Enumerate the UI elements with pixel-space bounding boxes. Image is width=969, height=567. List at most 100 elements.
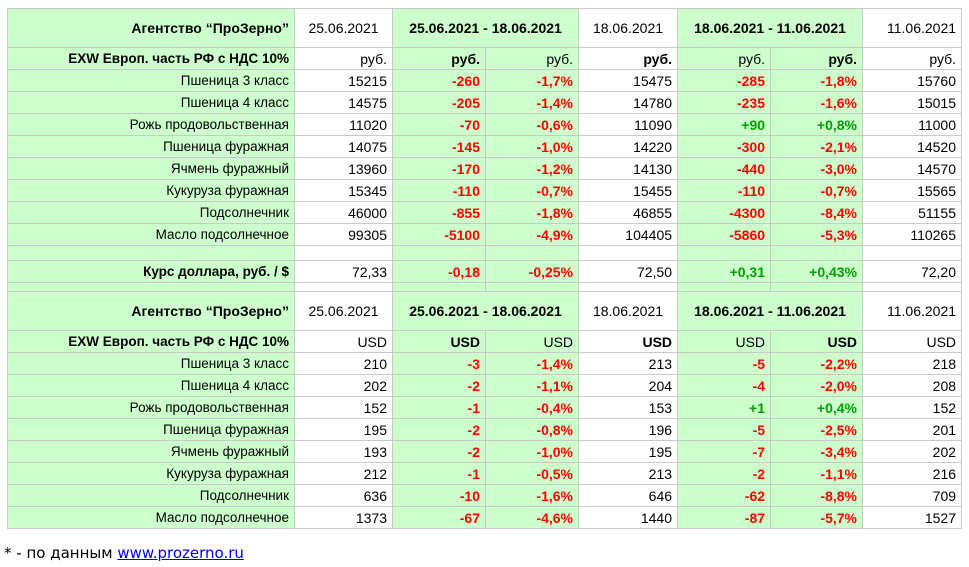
- change-pct: -2,1%: [770, 135, 864, 158]
- change-pct: -2,5%: [770, 418, 864, 441]
- product-name: Кукуруза фуражная: [7, 179, 295, 202]
- spacer-cell: [578, 245, 679, 261]
- price-value: 216: [862, 462, 963, 485]
- change-pct: -3,4%: [770, 440, 864, 463]
- table-row: Пшеница фуражная 195 -2 -0,8% 196 -5 -2,5% 201: [7, 418, 963, 441]
- change-pct: -2,2%: [770, 352, 864, 375]
- price-value: 202: [862, 440, 963, 463]
- change-pct: -1,7%: [484, 69, 580, 92]
- price-value: 15565: [862, 179, 963, 202]
- price-value: 208: [862, 374, 963, 397]
- change-pct: -1,0%: [484, 440, 580, 463]
- date-header: 25.06.2021: [294, 291, 393, 331]
- change-abs: +90: [677, 113, 772, 136]
- table-row: Пшеница фуражная 14075 -145 -1,0% 14220 -300-…: [7, 135, 963, 158]
- change-abs: -855: [392, 201, 486, 224]
- spacer-cell: [484, 282, 580, 292]
- change-abs: -2: [677, 462, 772, 485]
- product-name: Кукуруза фуражная: [7, 462, 295, 485]
- spacer-cell: [7, 282, 295, 292]
- price-value: 14780: [578, 91, 679, 114]
- spacer-cell: [294, 282, 393, 292]
- period-header: 18.06.2021 - 11.06.2021: [677, 8, 864, 48]
- change-abs: -5100: [392, 223, 486, 246]
- fx-value: 72,33: [294, 260, 393, 283]
- change-pct: -0,25%: [484, 260, 580, 283]
- spacer-row: [7, 245, 963, 261]
- table-row: Пшеница 4 класс 14575 -205 -1,4% 14780 -235 -1…: [7, 91, 963, 114]
- change-pct: -1,1%: [770, 462, 864, 485]
- price-value: 213: [578, 462, 679, 485]
- fx-row: Курс доллара, руб. / $72,33 -0,18 -0,25% 72…: [7, 260, 963, 283]
- change-abs: -260: [392, 69, 486, 92]
- price-value: 14075: [294, 135, 393, 158]
- spacer-cell: [392, 282, 486, 292]
- product-name: Пшеница 3 класс: [7, 352, 295, 375]
- table-row: Рожь продовольственная 152 -1 -0,4% 153 +1 +0,…: [7, 396, 963, 419]
- change-abs: -145: [392, 135, 486, 158]
- price-value: 202: [294, 374, 393, 397]
- table-row: Подсолнечник 636 -10 -1,6% 646 -62 -8,8% 709: [7, 484, 963, 507]
- change-pct: +0,43%: [770, 260, 864, 283]
- change-abs: -5: [677, 352, 772, 375]
- product-name: Масло подсолнечное: [7, 223, 295, 246]
- price-value: 646: [578, 484, 679, 507]
- change-pct: -3,0%: [770, 157, 864, 180]
- date-header: 25.06.2021: [294, 8, 393, 48]
- source-link[interactable]: www.prozerno.ru: [117, 544, 244, 562]
- spacer-cell: [484, 245, 580, 261]
- table-row: Масло подсолнечное 1373 -67 -4,6% 1440 -87 -5,…: [7, 506, 963, 529]
- unit-cell: руб.: [392, 47, 486, 70]
- change-pct: -5,3%: [770, 223, 864, 246]
- change-pct: -1,8%: [484, 201, 580, 224]
- price-value: 1440: [578, 506, 679, 529]
- price-value: 195: [578, 440, 679, 463]
- change-abs: -440: [677, 157, 772, 180]
- change-pct: -8,8%: [770, 484, 864, 507]
- price-value: 196: [578, 418, 679, 441]
- date-header: 11.06.2021: [862, 8, 963, 48]
- change-pct: -0,4%: [484, 396, 580, 419]
- spacer-cell: [770, 282, 864, 292]
- unit-cell: руб.: [484, 47, 580, 70]
- usd-unit-row: EXW Европ. часть РФ с НДС 10% USD USD USD US…: [7, 330, 963, 353]
- change-pct: -5,7%: [770, 506, 864, 529]
- product-name: Пшеница 4 класс: [7, 374, 295, 397]
- date-header: 18.06.2021: [578, 291, 679, 331]
- product-name: Пшеница фуражная: [7, 418, 295, 441]
- unit-cell: руб.: [770, 47, 864, 70]
- change-abs: -87: [677, 506, 772, 529]
- change-pct: -1,4%: [484, 352, 580, 375]
- table-row: Кукуруза фуражная 15345 -110 -0,7% 15455 -110…: [7, 179, 963, 202]
- change-pct: -0,7%: [770, 179, 864, 202]
- change-abs: -5: [677, 418, 772, 441]
- price-value: 636: [294, 484, 393, 507]
- product-name: Подсолнечник: [7, 201, 295, 224]
- change-pct: -0,8%: [484, 418, 580, 441]
- price-value: 14520: [862, 135, 963, 158]
- price-value: 15215: [294, 69, 393, 92]
- product-name: Ячмень фуражный: [7, 440, 295, 463]
- change-pct: -0,6%: [484, 113, 580, 136]
- agency-title: Агентство “ПроЗерно”: [7, 291, 295, 331]
- price-value: 218: [862, 352, 963, 375]
- change-pct: -4,6%: [484, 506, 580, 529]
- price-value: 46855: [578, 201, 679, 224]
- change-abs: -2: [392, 440, 486, 463]
- spacer-cell: [294, 245, 393, 261]
- price-value: 15015: [862, 91, 963, 114]
- product-name: Пшеница фуражная: [7, 135, 295, 158]
- spacer-cell: [578, 282, 679, 292]
- change-abs: -3: [392, 352, 486, 375]
- table-row: Пшеница 3 класс 210 -3 -1,4% 213 -5 -2,2% 218: [7, 352, 963, 375]
- change-abs: -4300: [677, 201, 772, 224]
- spacer-cell: [677, 245, 772, 261]
- unit-cell: USD: [484, 330, 580, 353]
- change-abs: -2: [392, 418, 486, 441]
- price-value: 99305: [294, 223, 393, 246]
- unit-cell: USD: [862, 330, 963, 353]
- change-pct: -1,4%: [484, 91, 580, 114]
- product-name: Рожь продовольственная: [7, 396, 295, 419]
- source-footnote: * - по данным www.prozerno.ru: [4, 544, 244, 562]
- unit-cell: USD: [578, 330, 679, 353]
